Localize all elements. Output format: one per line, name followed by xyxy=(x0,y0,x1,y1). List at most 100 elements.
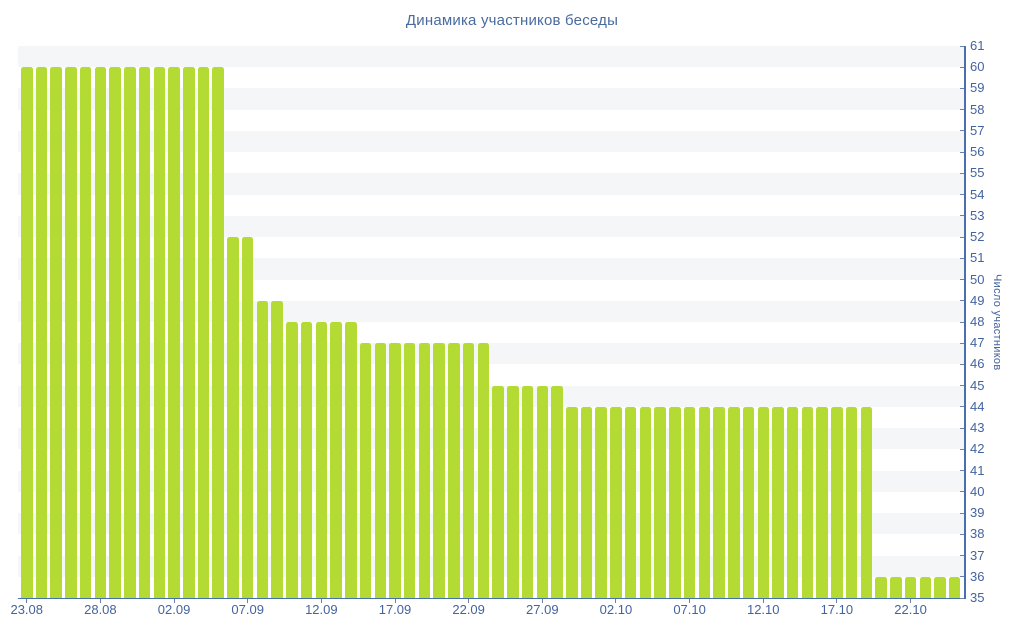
x-axis-line xyxy=(18,597,966,599)
bar-12.09 xyxy=(315,322,328,598)
bar-19.10 xyxy=(860,406,873,598)
stripe-band xyxy=(18,343,965,365)
stripe-band xyxy=(18,88,965,110)
bar-01.10 xyxy=(595,406,607,598)
bar-16.10 xyxy=(816,406,828,598)
bar-22.10 xyxy=(904,576,917,598)
bar-10.09 xyxy=(286,322,298,598)
x-tick-label: 12.09 xyxy=(305,602,338,617)
bar-22.09 xyxy=(462,343,475,598)
x-tick-label: 07.10 xyxy=(673,602,706,617)
bar-13.09 xyxy=(330,322,342,598)
bar-23.10 xyxy=(919,576,932,598)
bar-07.10 xyxy=(683,406,696,598)
y-tick-label: 57 xyxy=(970,122,985,138)
bar-23.08 xyxy=(21,67,33,598)
y-tick-label: 53 xyxy=(970,207,985,223)
bar-25.09 xyxy=(507,385,519,598)
y-tick xyxy=(959,194,964,196)
y-tick-label: 55 xyxy=(970,165,985,181)
x-tick-label: 22.09 xyxy=(452,602,485,617)
y-tick-label: 42 xyxy=(970,441,985,457)
bar-20.10 xyxy=(875,576,887,598)
bar-29.09 xyxy=(566,406,578,598)
bar-25.10 xyxy=(948,576,961,598)
y-tick-label: 48 xyxy=(970,314,985,329)
bar-05.10 xyxy=(654,406,666,598)
y-tick xyxy=(959,215,964,217)
y-tick-label: 47 xyxy=(970,335,985,351)
bar-15.09 xyxy=(359,343,372,598)
x-tick-label: 28.08 xyxy=(84,602,117,617)
y-tick xyxy=(959,87,964,89)
bar-11.10 xyxy=(742,406,755,598)
y-tick xyxy=(959,172,964,174)
y-tick-label: 44 xyxy=(970,398,985,414)
y-tick xyxy=(959,363,964,365)
y-tick-label: 35 xyxy=(970,590,985,605)
bar-27.09 xyxy=(536,385,549,598)
stripe-band xyxy=(18,300,965,322)
bar-24.10 xyxy=(934,576,946,598)
bar-18.09 xyxy=(403,343,416,598)
x-tick-label: 22.10 xyxy=(894,602,927,617)
stripe-band xyxy=(18,258,965,280)
y-tick-label: 37 xyxy=(970,547,985,563)
bar-16.09 xyxy=(374,343,387,598)
y-tick xyxy=(959,151,964,153)
x-tick xyxy=(762,599,764,603)
y-tick-label: 56 xyxy=(970,144,985,160)
y-tick xyxy=(959,342,964,344)
bar-04.10 xyxy=(639,406,652,598)
bar-25.08 xyxy=(50,67,62,598)
x-tick-label: 17.09 xyxy=(378,602,412,617)
x-tick-label: 07.09 xyxy=(231,602,264,617)
bar-13.10 xyxy=(772,406,784,598)
y-tick xyxy=(959,385,964,387)
bar-08.09 xyxy=(256,300,269,598)
y-tick-label: 50 xyxy=(970,271,985,287)
y-tick xyxy=(959,236,964,238)
y-tick xyxy=(959,66,964,68)
x-tick-label: 23.08 xyxy=(10,602,44,617)
y-tick xyxy=(959,109,964,111)
x-tick xyxy=(689,599,691,603)
x-tick xyxy=(320,599,322,603)
x-tick xyxy=(173,599,175,603)
bar-03.10 xyxy=(624,406,637,598)
bar-09.09 xyxy=(271,300,283,598)
y-tick xyxy=(959,300,964,302)
y-tick-label: 43 xyxy=(970,420,985,436)
bar-29.08 xyxy=(109,67,121,598)
stripe-band xyxy=(18,215,965,238)
y-tick-label: 39 xyxy=(970,505,985,521)
bar-02.10 xyxy=(610,406,622,598)
bar-09.10 xyxy=(713,406,725,598)
y-tick-label: 61 xyxy=(970,38,985,53)
bar-26.08 xyxy=(65,67,77,598)
y-tick-label: 40 xyxy=(970,483,985,499)
x-tick xyxy=(247,599,249,603)
x-tick xyxy=(541,599,543,603)
x-tick xyxy=(394,599,396,603)
bar-01.09 xyxy=(153,67,166,598)
x-tick xyxy=(26,599,28,603)
y-tick xyxy=(959,491,964,493)
bar-11.09 xyxy=(300,322,313,598)
bar-20.09 xyxy=(433,343,445,598)
y-tick-label: 58 xyxy=(970,101,985,117)
y-tick-label: 41 xyxy=(970,462,985,478)
stripe-band xyxy=(18,130,965,153)
y-tick-label: 49 xyxy=(970,292,985,308)
bar-27.08 xyxy=(79,67,92,598)
x-tick-label: 27.09 xyxy=(526,602,559,617)
bar-26.09 xyxy=(521,385,534,598)
y-tick xyxy=(959,533,964,535)
y-tick xyxy=(959,555,964,557)
bar-17.09 xyxy=(389,343,401,598)
y-tick-label: 60 xyxy=(970,59,985,75)
bar-06.10 xyxy=(669,406,681,598)
bar-28.08 xyxy=(94,67,107,598)
x-tick xyxy=(910,599,912,603)
y-tick-label: 51 xyxy=(970,250,985,266)
